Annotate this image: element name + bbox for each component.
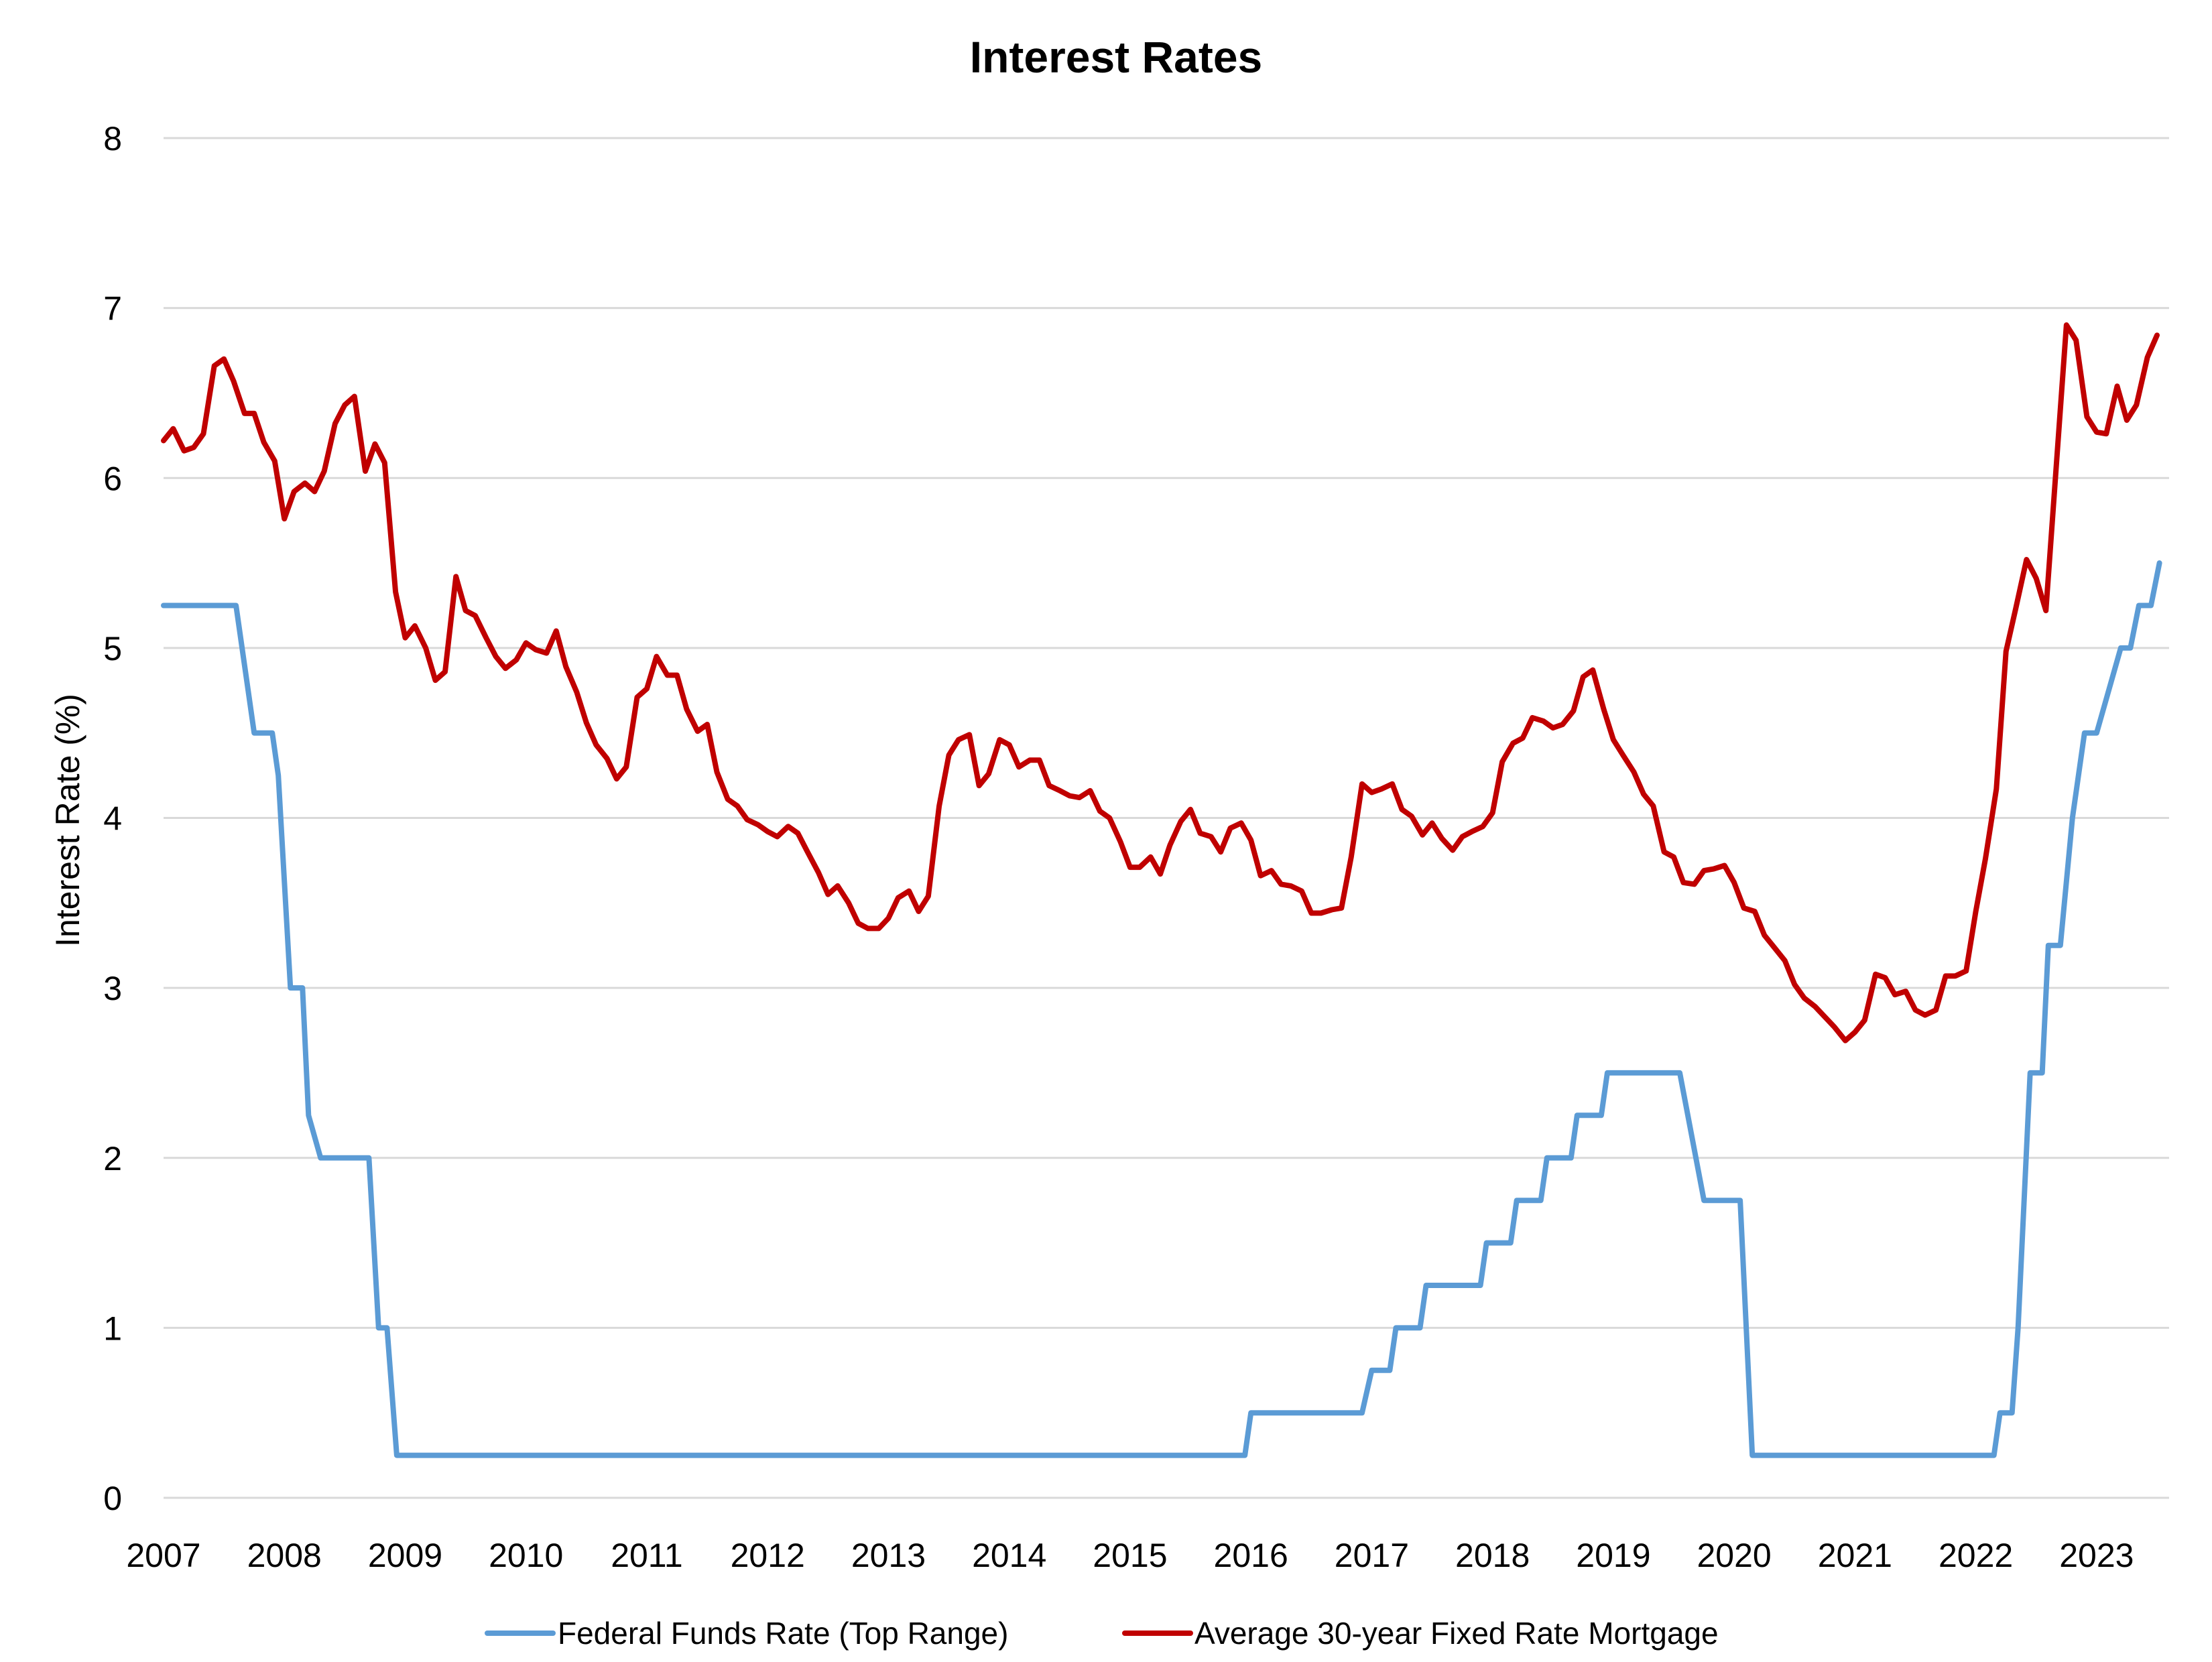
y-tick-label: 7 <box>103 290 122 328</box>
y-axis-ticks: 0 1 2 3 4 5 6 7 8 <box>103 120 122 1517</box>
legend: Federal Funds Rate (Top Range) Average 30… <box>485 1616 1719 1651</box>
series-lines <box>161 322 2162 1458</box>
x-tick-label: 2021 <box>1818 1537 1892 1574</box>
y-tick-label: 4 <box>103 800 122 838</box>
x-tick-label: 2007 <box>126 1537 200 1574</box>
series-line-mortgage-rate <box>161 322 2160 1043</box>
x-tick-label: 2019 <box>1576 1537 1650 1574</box>
chart-title: Interest Rates <box>970 32 1263 82</box>
y-tick-label: 5 <box>103 630 122 667</box>
x-tick-label: 2014 <box>972 1537 1046 1574</box>
x-tick-label: 2016 <box>1214 1537 1288 1574</box>
x-tick-label: 2023 <box>2059 1537 2134 1574</box>
legend-label: Average 30-year Fixed Rate Mortgage <box>1194 1616 1719 1651</box>
x-tick-label: 2017 <box>1335 1537 1409 1574</box>
x-tick-label: 2009 <box>368 1537 442 1574</box>
y-axis-label: Interest Rate (%) <box>49 694 86 947</box>
series-line-federal-funds-rate <box>161 560 2162 1458</box>
x-tick-label: 2020 <box>1697 1537 1772 1574</box>
x-tick-label: 2008 <box>247 1537 322 1574</box>
x-tick-label: 2022 <box>1939 1537 2013 1574</box>
x-tick-label: 2013 <box>851 1537 926 1574</box>
y-tick-label: 1 <box>103 1309 122 1347</box>
gridlines <box>164 137 2169 1499</box>
y-tick-label: 6 <box>103 460 122 497</box>
x-axis-ticks: 2007 2008 2009 2010 2011 2012 2013 2014 2015 2016… <box>126 1537 2134 1574</box>
x-tick-label: 2010 <box>489 1537 563 1574</box>
x-tick-label: 2011 <box>611 1537 683 1574</box>
x-tick-label: 2012 <box>731 1537 805 1574</box>
y-tick-label: 8 <box>103 120 122 157</box>
y-tick-label: 0 <box>103 1480 122 1517</box>
x-tick-label: 2018 <box>1455 1537 1530 1574</box>
y-tick-label: 2 <box>103 1140 122 1177</box>
legend-label: Federal Funds Rate (Top Range) <box>558 1616 1008 1651</box>
y-tick-label: 3 <box>103 970 122 1007</box>
x-tick-label: 2015 <box>1093 1537 1167 1574</box>
